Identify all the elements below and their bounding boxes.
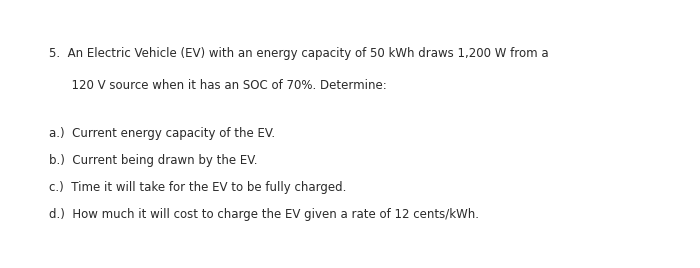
Text: 120 V source when it has an SOC of 70%. Determine:: 120 V source when it has an SOC of 70%. … (49, 79, 386, 92)
Text: b.)  Current being drawn by the EV.: b.) Current being drawn by the EV. (49, 154, 258, 167)
Text: 5.  An Electric Vehicle (EV) with an energy capacity of 50 kWh draws 1,200 W fro: 5. An Electric Vehicle (EV) with an ener… (49, 47, 549, 60)
Text: a.)  Current energy capacity of the EV.: a.) Current energy capacity of the EV. (49, 128, 275, 140)
Text: c.)  Time it will take for the EV to be fully charged.: c.) Time it will take for the EV to be f… (49, 181, 346, 194)
Text: d.)  How much it will cost to charge the EV given a rate of 12 cents/kWh.: d.) How much it will cost to charge the … (49, 208, 479, 221)
